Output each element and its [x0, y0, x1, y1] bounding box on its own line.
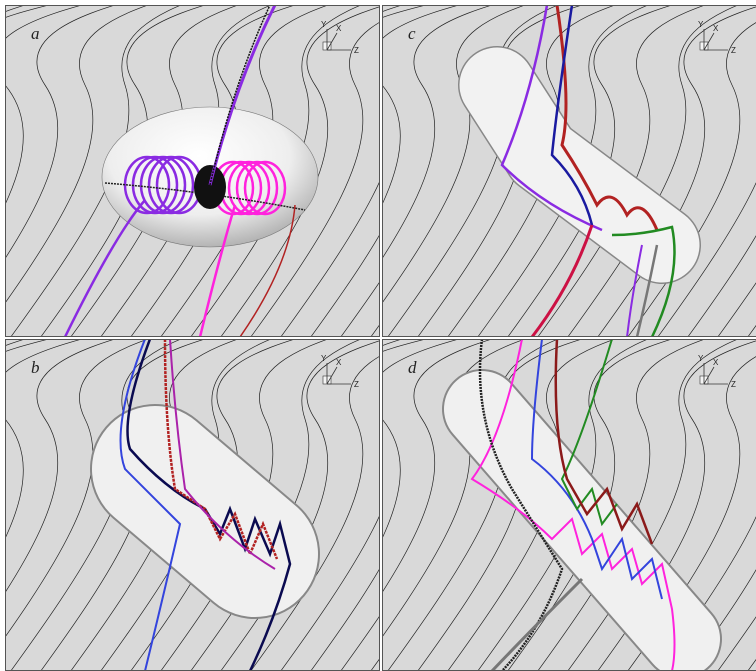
axis-label: Y	[321, 354, 327, 363]
axis-label: X	[336, 358, 342, 367]
panel-label: c	[408, 24, 416, 43]
panel-label: b	[31, 358, 40, 377]
axis-label: Y	[698, 354, 704, 363]
axis-label: Z	[731, 46, 736, 55]
axis-label: Z	[731, 380, 736, 389]
core-blob	[194, 165, 226, 209]
panel-label: d	[408, 358, 417, 377]
axis-label: X	[713, 358, 719, 367]
axis-label: X	[713, 24, 719, 33]
axis-label: X	[336, 24, 342, 33]
axis-label: Y	[321, 20, 327, 29]
axis-label: Z	[354, 46, 359, 55]
axis-label: Y	[698, 20, 704, 29]
figure: aYXZcYXZbYXZdYXZ	[0, 0, 756, 671]
axis-label: Z	[354, 380, 359, 389]
panel-label: a	[31, 24, 40, 43]
